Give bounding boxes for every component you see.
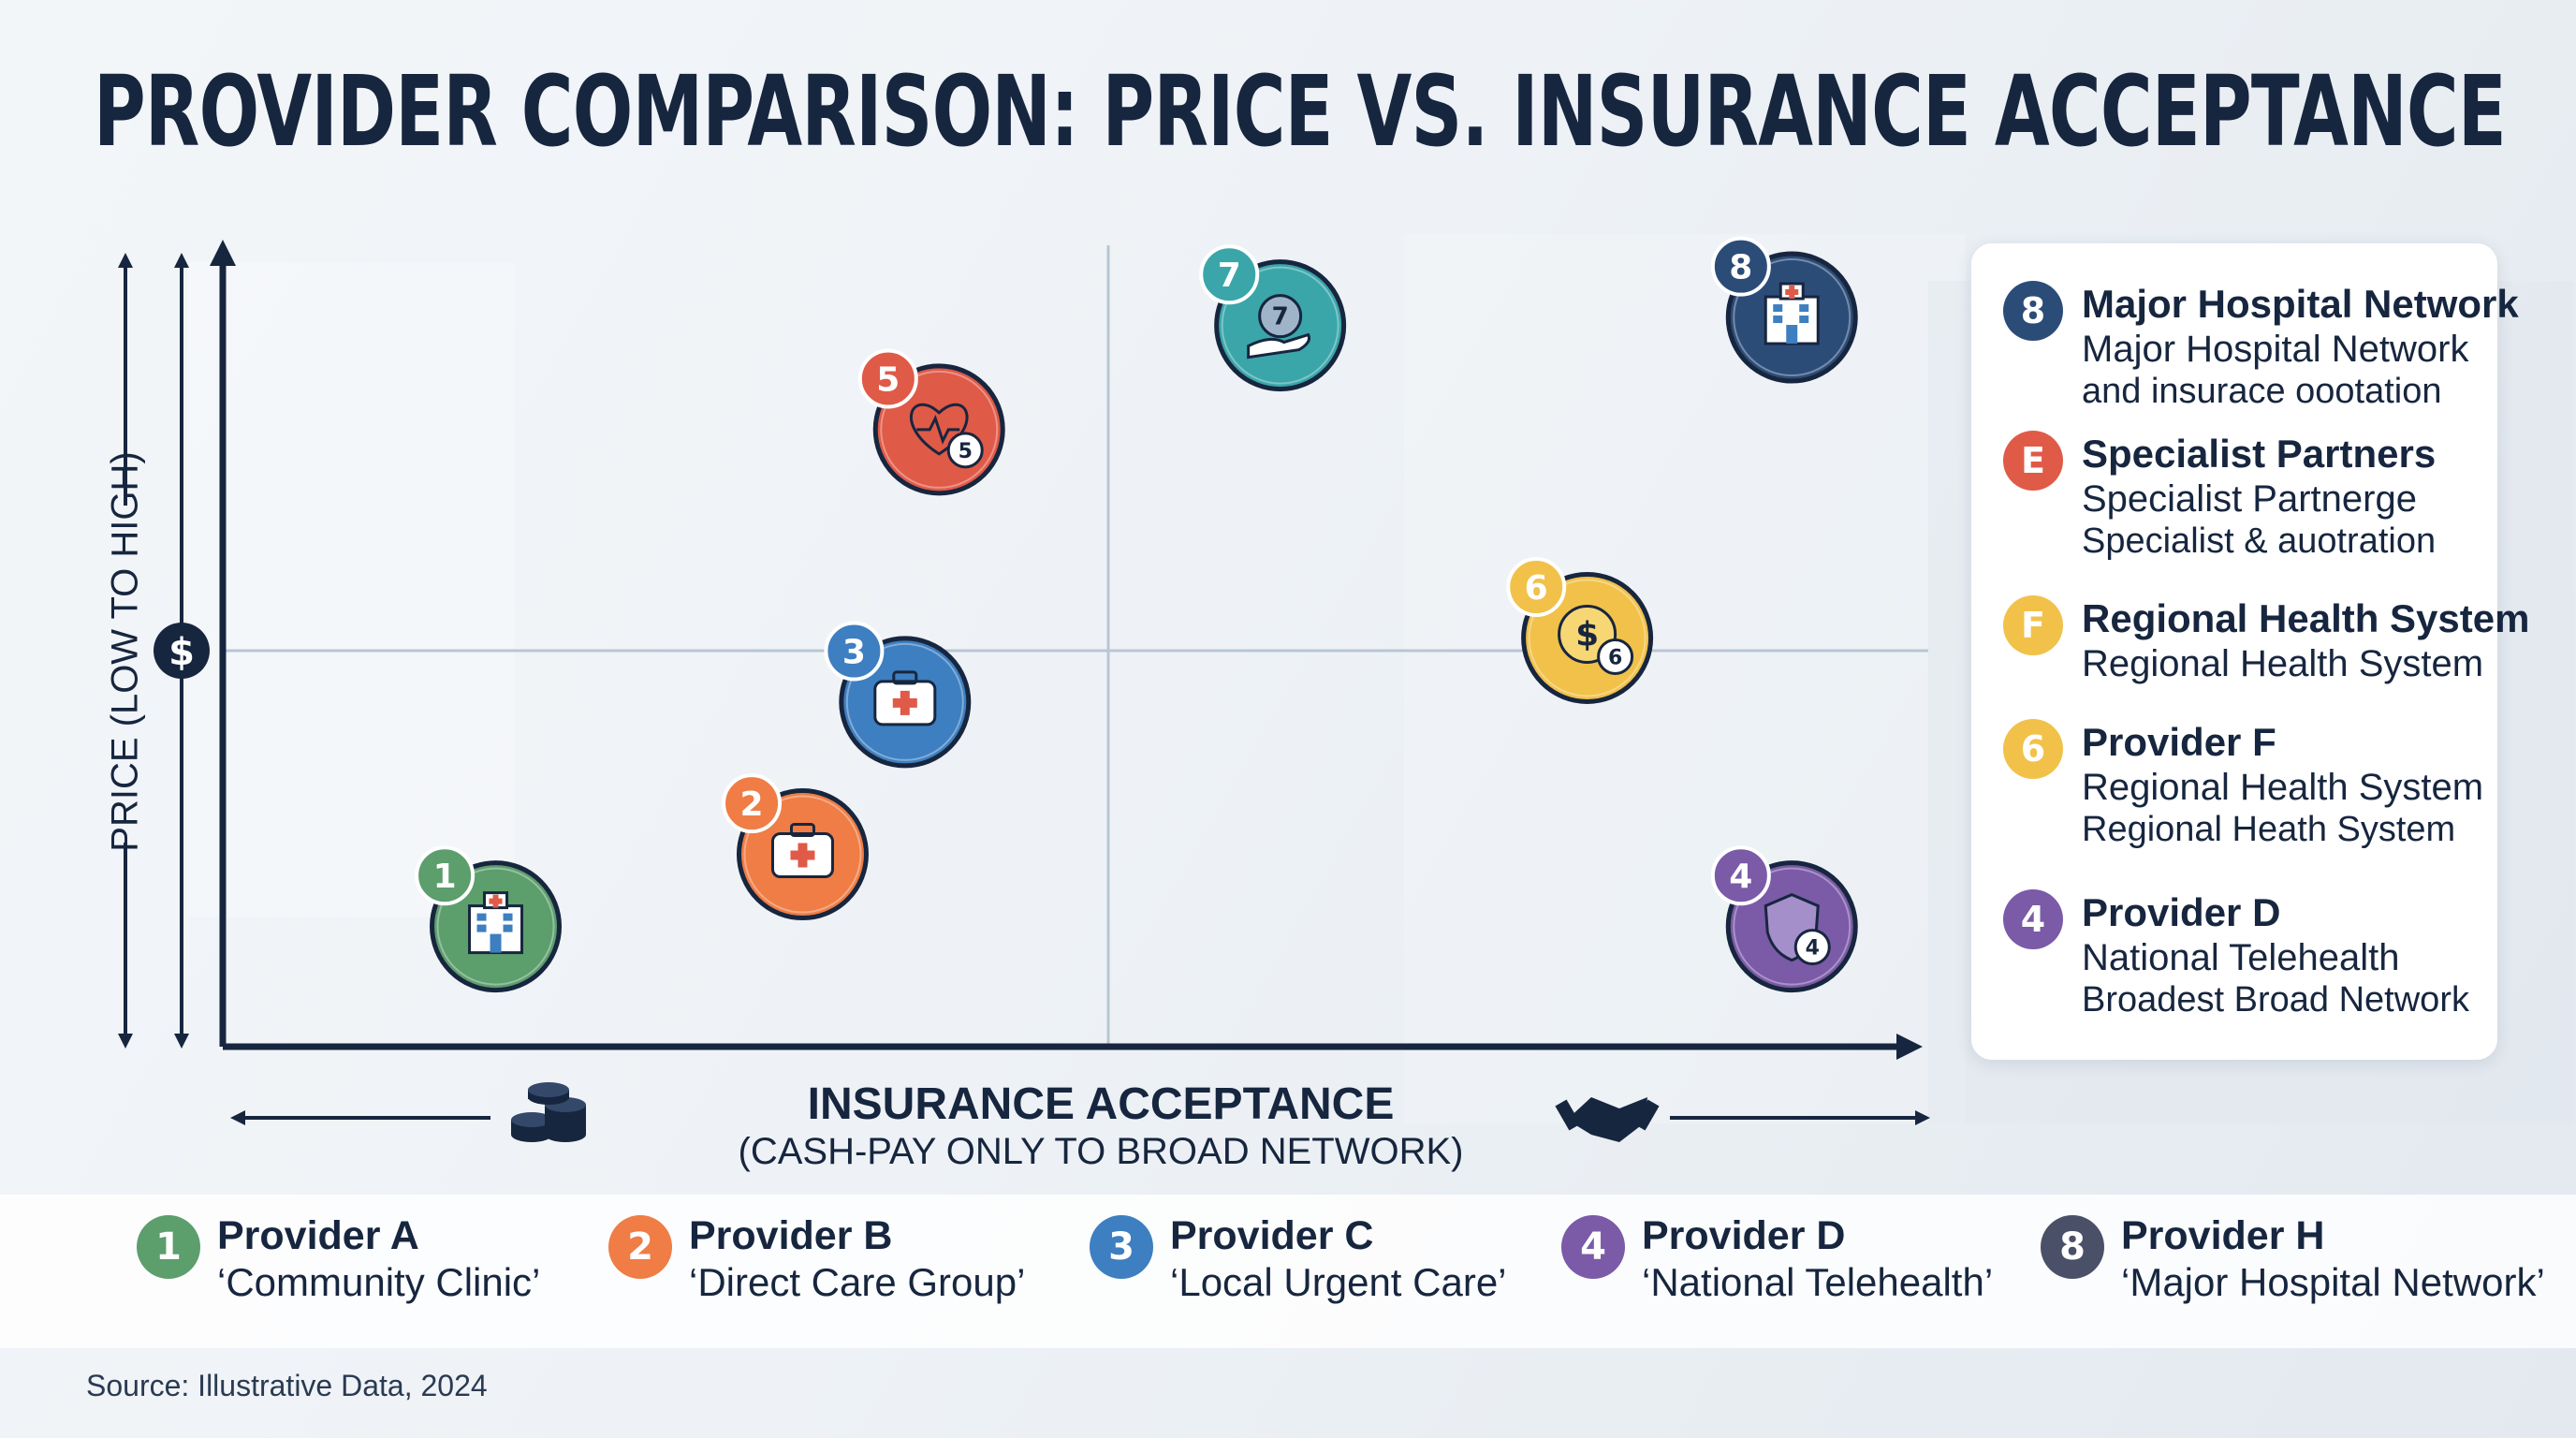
heart-pulse-icon: 5 [909, 403, 984, 469]
key-desc: ‘Local Urgent Care’ [1170, 1260, 1507, 1304]
key-name: Provider D [1642, 1213, 1846, 1258]
legend-badge: 6 [2003, 719, 2063, 779]
hospital-building-icon [468, 891, 524, 955]
data-point-label: 1 [433, 858, 457, 896]
key-desc: ‘Community Clinic’ [217, 1260, 541, 1304]
key-desc: ‘Major Hospital Network’ [2121, 1260, 2545, 1304]
handshake-icon [1555, 1097, 1660, 1142]
legend-line3: Regional Heath System [2082, 810, 2456, 849]
data-point-badge: 3 [824, 621, 885, 682]
data-point-4: 44 [1710, 845, 1858, 993]
data-point-7: 77 [1199, 244, 1347, 392]
legend-line3: and insurace oootation [2082, 372, 2442, 411]
dollar-coin-icon: $6 [1558, 604, 1634, 675]
data-point-badge: 8 [1710, 236, 1771, 297]
first-aid-kit-icon [873, 670, 937, 726]
key-badge: 8 [2041, 1215, 2104, 1279]
data-point-label: 7 [1218, 257, 1241, 295]
key-name: Provider H [2121, 1213, 2325, 1258]
data-point-badge: 2 [722, 773, 783, 834]
source-note: Source: Illustrative Data, 2024 [86, 1369, 488, 1402]
data-point-2: 2 [722, 773, 869, 921]
key-name: Provider A [217, 1213, 419, 1258]
data-point-badge: 1 [415, 845, 476, 906]
data-point-1: 1 [415, 845, 563, 993]
key-desc: ‘National Telehealth’ [1642, 1260, 1994, 1304]
data-point-badge: 6 [1506, 557, 1567, 618]
y-axis-title: PRICE (LOW TO HIGH) [104, 451, 146, 852]
data-point-label: 3 [842, 634, 866, 672]
first-aid-kit-icon [770, 823, 834, 879]
legend-badge: E [2003, 431, 2063, 491]
hospital-building-icon [1764, 282, 1820, 345]
key-badge: 2 [608, 1215, 672, 1279]
x-axis-subtitle: (CASH-PAY ONLY TO BROAD NETWORK) [738, 1131, 1464, 1172]
key-name: Provider B [689, 1213, 893, 1258]
data-point-label: 5 [876, 360, 900, 399]
legend-name: Specialist Partners [2082, 432, 2437, 476]
data-point-6: $66 [1506, 557, 1654, 704]
key-badge: 3 [1090, 1215, 1153, 1279]
legend-badge: 4 [2003, 889, 2063, 949]
legend-line2: National Telehealth [2082, 937, 2400, 978]
page-title: PROVIDER COMPARISON: PRICE VS. INSURANCE… [94, 54, 2507, 169]
legend-badge: 8 [2003, 281, 2063, 341]
data-point-label: 8 [1729, 249, 1752, 287]
shield-icon: 4 [1764, 892, 1831, 966]
coin-stack-icon [511, 1082, 586, 1142]
legend-name: Provider D [2082, 890, 2281, 934]
data-point-8: 8 [1710, 236, 1858, 384]
legend-name: Provider F [2082, 720, 2276, 764]
svg-text:6: 6 [1608, 646, 1622, 669]
legend-line3: Broadest Broad Network [2082, 980, 2469, 1020]
svg-text:5: 5 [959, 440, 973, 463]
hand-coin-icon: 7 [1247, 294, 1311, 360]
key-name: Provider C [1170, 1213, 1374, 1258]
data-point-label: 2 [740, 785, 764, 824]
legend-line2: Regional Health System [2082, 643, 2484, 684]
legend-line2: Major Hospital Network [2082, 329, 2469, 370]
svg-text:$: $ [168, 631, 195, 674]
svg-text:7: 7 [1272, 303, 1289, 331]
legend: 8 Major Hospital Network Major Hospital … [1971, 243, 2529, 1060]
data-point-label: 4 [1729, 858, 1752, 896]
legend-badge: F [2003, 595, 2063, 655]
x-axis-title: INSURANCE ACCEPTANCE [807, 1079, 1395, 1129]
svg-text:4: 4 [1806, 937, 1820, 961]
key-badge: 1 [137, 1215, 200, 1279]
data-point-badge: 5 [857, 348, 918, 409]
legend-line3: Specialist & auotration [2082, 521, 2437, 561]
key-desc: ‘Direct Care Group’ [689, 1260, 1026, 1304]
data-point-3: 3 [824, 621, 972, 769]
data-point-5: 55 [857, 348, 1005, 496]
key-badge: 4 [1561, 1215, 1625, 1279]
data-point-label: 6 [1525, 569, 1548, 608]
data-point-badge: 4 [1710, 845, 1771, 906]
provider-key-band [0, 1195, 2576, 1348]
dollar-icon: $ [154, 623, 210, 679]
legend-line2: Regional Health System [2082, 767, 2484, 808]
svg-text:$: $ [1575, 615, 1599, 653]
legend-name: Major Hospital Network [2082, 282, 2519, 326]
data-point-badge: 7 [1199, 244, 1260, 305]
legend-line2: Specialist Partnerge [2082, 478, 2417, 520]
legend-name: Regional Health System [2082, 596, 2530, 640]
